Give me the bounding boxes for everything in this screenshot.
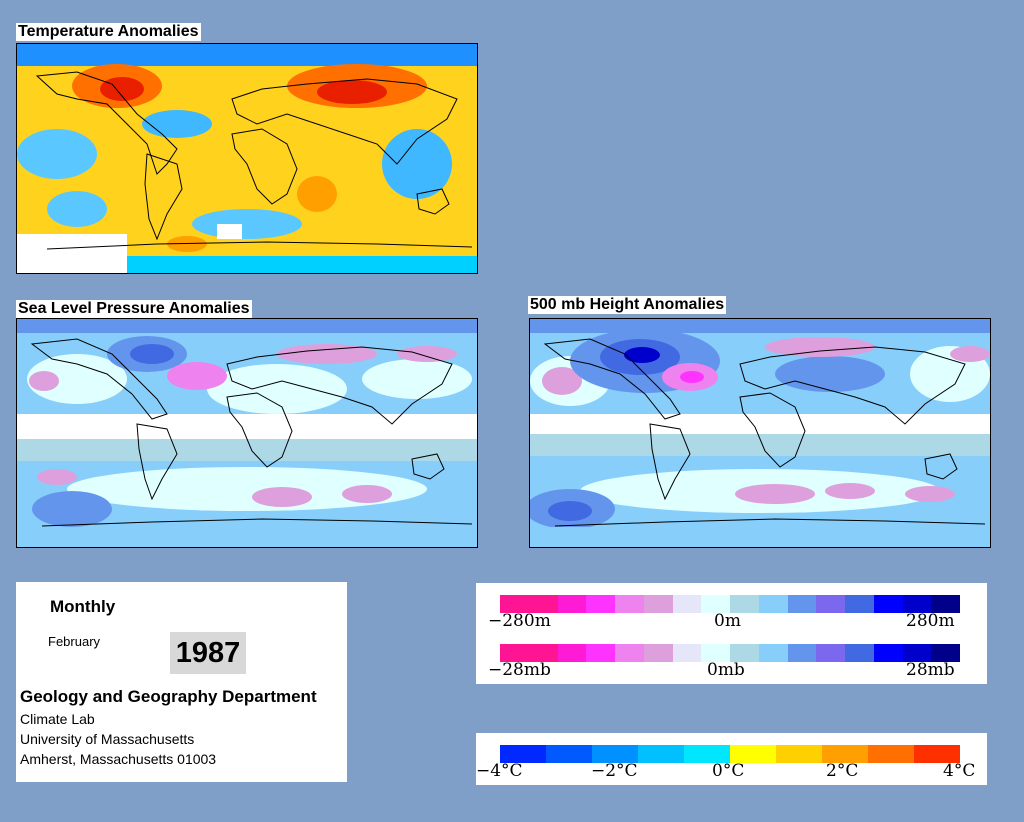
height-colorbar [500,595,960,613]
pressure-colorbar-swatch [643,644,673,662]
height-colorbar-swatch [615,595,644,613]
height500-panel-title: 500 mb Height Anomalies [528,296,727,314]
temperature-panel-title: Temperature Anomalies [16,23,201,41]
temperature-anomaly-map [16,43,478,274]
height-colorbar-swatch [528,595,558,613]
temp-label-3: 0°C [712,761,745,781]
pressure-colorbar-swatch [557,644,587,662]
department-name: Geology and Geography Department [20,687,317,706]
height-colorbar-swatch [873,595,903,613]
height-colorbar-swatch [816,595,845,613]
pressure-colorbar-swatch [500,644,529,662]
temperature-colorbar-swatch [546,745,592,763]
temperature-colorbar-swatch [868,745,914,763]
temperature-colorbar-swatch [822,745,868,763]
pressure-colorbar-swatch [902,644,932,662]
year-label: 1987 [170,632,246,674]
height-label-min: −280m [488,611,551,631]
address-text: Amherst, Massachusetts 01003 [20,751,217,767]
pressure-colorbar-swatch [528,644,558,662]
height-colorbar-swatch [557,595,587,613]
height-colorbar-swatch [902,595,932,613]
pressure-colorbar-swatch [701,644,730,662]
pressure-colorbar-swatch [845,644,874,662]
temperature-colorbar-swatch [776,745,822,763]
slp-anomaly-map [16,318,478,548]
pressure-colorbar-swatch [787,644,817,662]
pressure-colorbar-swatch [873,644,903,662]
height-label-mid: 0m [714,611,741,631]
temp-label-1: −4°C [476,761,523,781]
pressure-colorbar-swatch [586,644,615,662]
info-panel: Monthly February 1987 Geology and Geogra… [16,582,347,782]
temperature-colorbar [500,745,960,763]
temperature-colorbar-swatch [730,745,776,763]
university-name: University of Massachusetts [20,731,195,747]
pressure-label-max: 28mb [906,660,955,680]
temperature-colorbar-swatch [684,745,730,763]
lab-name: Climate Lab [20,711,95,727]
height-colorbar-swatch [701,595,730,613]
pressure-colorbar-swatch [931,644,960,662]
height-colorbar-swatch [500,595,529,613]
pressure-colorbar-swatch [730,644,759,662]
pressure-label-mid: 0mb [707,660,745,680]
height-colorbar-swatch [787,595,817,613]
pressure-colorbar-swatch [615,644,644,662]
height-colorbar-swatch [586,595,615,613]
height-colorbar-swatch [845,595,874,613]
month-label: February [48,634,101,649]
height-colorbar-swatch [730,595,759,613]
temp-label-2: −2°C [591,761,638,781]
pressure-label-min: −28mb [488,660,551,680]
pressure-colorbar-swatch [816,644,845,662]
pressure-colorbar-swatch [758,644,788,662]
height-colorbar-swatch [931,595,960,613]
temperature-colorbar-swatch [914,745,960,763]
slp-panel-title: Sea Level Pressure Anomalies [16,300,252,318]
height-pressure-legend: −280m 0m 280m −28mb 0mb 28mb [476,583,987,684]
height-colorbar-swatch [758,595,788,613]
temperature-colorbar-swatch [638,745,684,763]
height-colorbar-swatch [643,595,673,613]
temperature-colorbar-swatch [500,745,546,763]
frequency-label: Monthly [50,597,116,616]
temperature-legend: −4°C −2°C 0°C 2°C 4°C [476,733,987,785]
temp-label-5: 4°C [943,761,976,781]
pressure-colorbar [500,644,960,662]
height500-anomaly-map [529,318,991,548]
pressure-colorbar-swatch [672,644,702,662]
temp-label-4: 2°C [826,761,859,781]
height-label-max: 280m [906,611,955,631]
temperature-colorbar-swatch [592,745,638,763]
height-colorbar-swatch [672,595,702,613]
